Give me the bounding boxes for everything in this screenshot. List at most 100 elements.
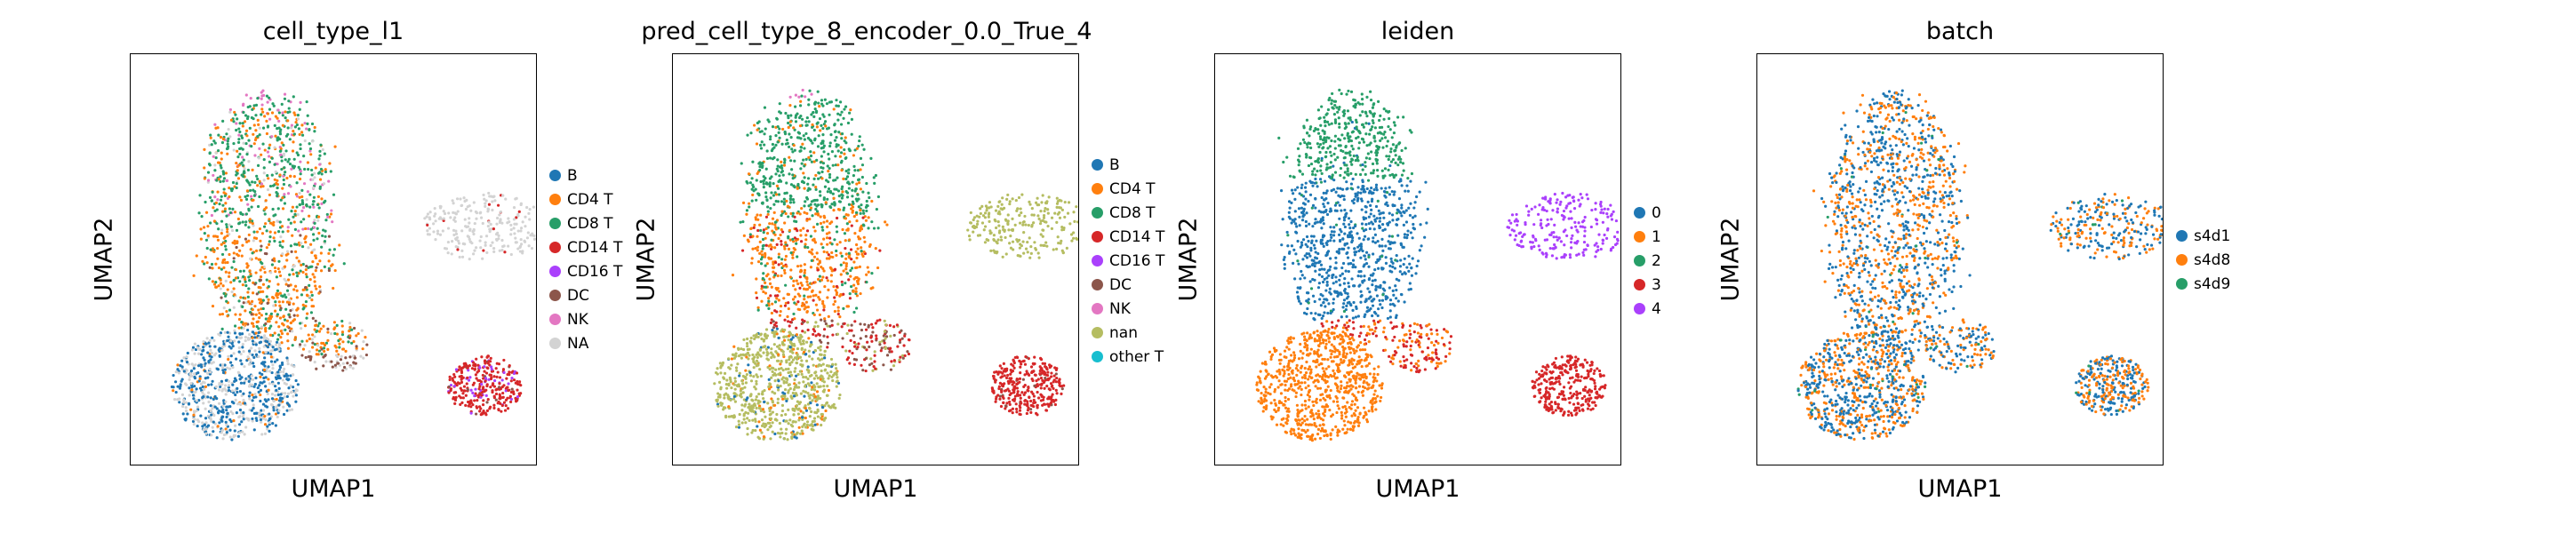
- cell-point: [760, 250, 764, 253]
- cell-point: [789, 211, 793, 216]
- cell-point: [238, 408, 243, 412]
- cell-point: [216, 257, 220, 260]
- cell-point: [308, 337, 312, 341]
- cell-point: [859, 168, 862, 171]
- cell-point: [825, 232, 829, 235]
- cell-point: [812, 128, 816, 132]
- cell-point: [835, 253, 838, 258]
- cell-point: [788, 346, 792, 349]
- cell-point: [835, 249, 838, 253]
- cell-point: [290, 123, 293, 127]
- cell-point: [740, 162, 743, 165]
- cell-point: [273, 309, 277, 313]
- cell-point: [767, 299, 771, 303]
- cell-point: [308, 149, 312, 153]
- cell-point: [1026, 409, 1030, 412]
- cell-point: [245, 262, 249, 266]
- cell-point: [316, 237, 319, 241]
- cell-point: [804, 385, 807, 388]
- cell-point: [277, 325, 281, 329]
- cell-point: [220, 382, 224, 386]
- cell-point: [756, 375, 759, 378]
- cell-point: [832, 303, 836, 306]
- cell-point: [768, 426, 772, 429]
- cell-point: [763, 345, 766, 349]
- cell-point: [206, 171, 211, 174]
- cell-point: [755, 373, 758, 377]
- cell-point: [273, 331, 276, 335]
- cell-point: [772, 326, 776, 330]
- cell-point: [246, 194, 250, 197]
- cell-point: [176, 398, 180, 402]
- cell-point: [519, 203, 523, 207]
- cell-point: [1027, 406, 1030, 410]
- cell-point: [830, 251, 834, 255]
- cell-point: [263, 327, 268, 331]
- cell-point: [310, 173, 314, 177]
- cell-point: [310, 298, 314, 302]
- cell-point: [512, 378, 516, 382]
- cell-point: [980, 204, 984, 208]
- cell-point: [198, 386, 203, 390]
- cell-point: [756, 192, 760, 195]
- cell-point: [327, 235, 332, 238]
- cell-point: [854, 211, 859, 214]
- cell-point: [515, 216, 518, 219]
- cell-point: [262, 166, 266, 170]
- cell-point: [311, 346, 315, 349]
- cell-point: [292, 318, 296, 322]
- cell-point: [723, 371, 727, 375]
- cell-point: [260, 372, 264, 377]
- cell-point: [811, 214, 814, 218]
- cell-point: [501, 244, 505, 249]
- cell-point: [804, 376, 808, 379]
- cell-point: [768, 222, 772, 226]
- cell-point: [266, 112, 270, 115]
- cell-point: [268, 218, 271, 221]
- cell-point: [754, 216, 757, 219]
- cell-point: [245, 134, 249, 138]
- cell-point: [284, 115, 287, 120]
- cell-point: [788, 95, 792, 99]
- cell-point: [259, 393, 262, 397]
- cell-point: [844, 264, 848, 268]
- cell-point: [854, 250, 858, 254]
- cell-point: [812, 199, 815, 203]
- cell-point: [768, 184, 772, 188]
- cell-point: [276, 338, 280, 341]
- legend-item: NK: [549, 307, 622, 331]
- cell-point: [482, 193, 485, 197]
- cell-point: [804, 416, 807, 420]
- cell-point: [811, 125, 814, 129]
- cell-point: [221, 259, 225, 262]
- cell-point: [339, 358, 343, 362]
- cell-point: [835, 290, 839, 295]
- cell-point: [1061, 251, 1065, 255]
- legend-label: DC: [567, 286, 589, 305]
- cell-point: [334, 346, 338, 349]
- cell-point: [498, 249, 501, 252]
- cell-point: [798, 124, 803, 128]
- cell-point: [266, 100, 269, 104]
- cell-point: [268, 370, 272, 373]
- cell-point: [504, 398, 508, 402]
- cell-point: [328, 162, 332, 165]
- cell-point: [193, 352, 196, 355]
- cell-point: [244, 93, 248, 97]
- cell-point: [221, 284, 225, 288]
- cell-point: [996, 238, 1000, 242]
- cell-point: [764, 191, 768, 195]
- cell-point: [793, 128, 796, 131]
- cell-point: [865, 199, 868, 203]
- cell-point: [783, 161, 787, 164]
- cell-point: [792, 279, 796, 282]
- cell-point: [327, 179, 331, 183]
- cell-point: [807, 120, 811, 123]
- cell-point: [748, 205, 751, 209]
- cell-point: [214, 151, 218, 155]
- cell-point: [315, 348, 319, 352]
- cell-point: [261, 409, 266, 412]
- cell-point: [832, 209, 836, 212]
- cell-point: [270, 156, 274, 160]
- cell-point: [247, 160, 251, 163]
